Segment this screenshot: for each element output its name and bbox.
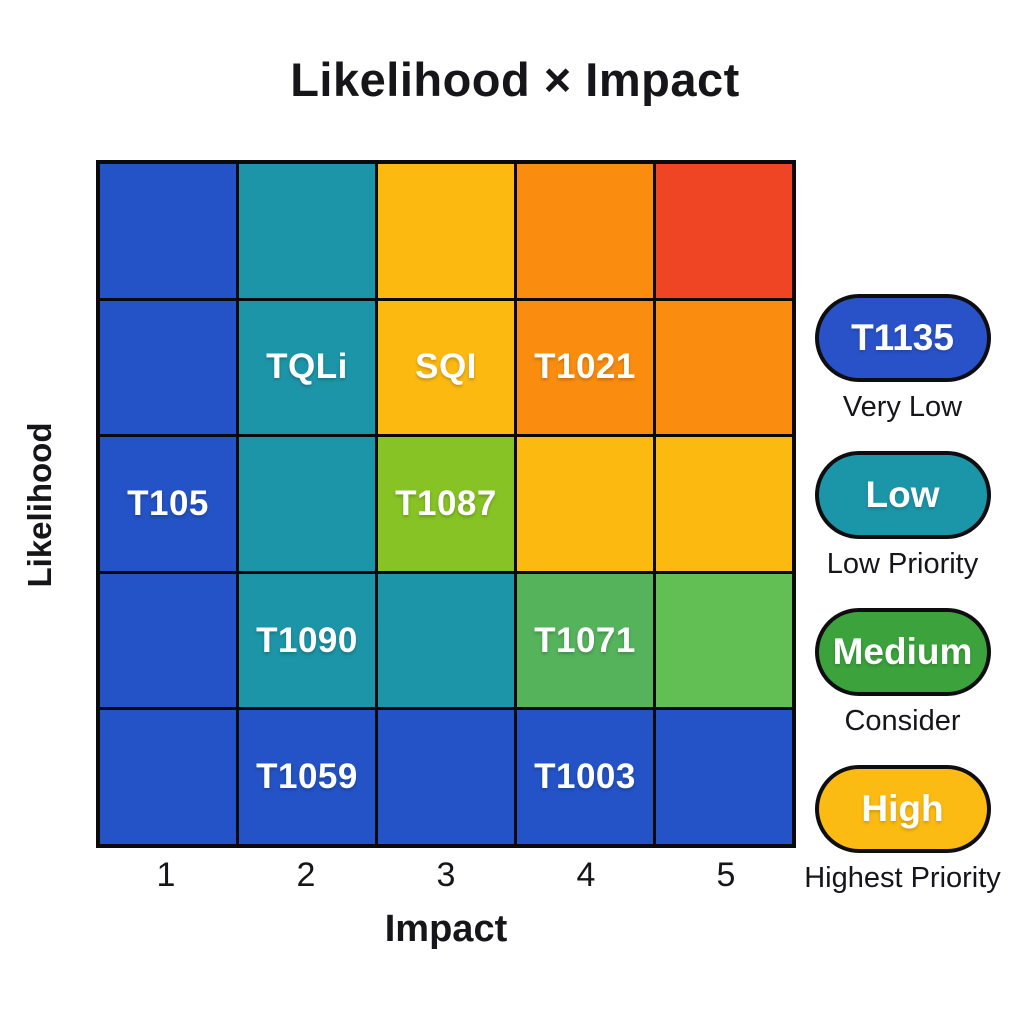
matrix-cell-L3-I5 xyxy=(656,437,792,571)
legend-item: T1135 Very Low xyxy=(814,294,991,424)
technique-label: T1087 xyxy=(395,483,497,523)
matrix-cell-L2-I5 xyxy=(656,573,792,708)
y-axis-label: Likelihood xyxy=(21,422,58,588)
x-tick-1: 1 xyxy=(156,856,176,894)
legend-caption: Very Low xyxy=(842,391,963,423)
matrix-cell-L5-I2 xyxy=(239,164,375,298)
x-tick-4: 4 xyxy=(576,856,596,894)
matrix-cell-L4-I2: TQLi xyxy=(239,300,375,435)
matrix-cell-L1-I5 xyxy=(656,710,792,844)
technique-label: T1059 xyxy=(256,757,358,797)
legend-item: Medium Consider xyxy=(814,608,991,738)
technique-label: T1090 xyxy=(256,620,358,660)
legend-pill-high: High xyxy=(814,765,991,853)
x-tick-3: 3 xyxy=(436,856,456,894)
matrix-cell-L1-I2: T1059 xyxy=(239,710,375,844)
matrix-grid: TQLi SQI T1021 T105 T1087 T1090 T1071 T1059 T100… xyxy=(96,160,796,848)
legend-item: High Highest Priority xyxy=(804,765,1001,895)
matrix-cell-L3-I4 xyxy=(517,437,653,571)
x-tick-5: 5 xyxy=(716,856,736,894)
matrix-cell-L5-I1 xyxy=(100,164,236,298)
technique-label: T105 xyxy=(127,483,209,523)
chart-title: Likelihood × Impact xyxy=(290,53,740,106)
matrix-cell-L5-I3 xyxy=(378,164,514,298)
technique-label: SQI xyxy=(415,347,477,387)
legend: T1135 Very Low Low Low Priority Medium Consid… xyxy=(800,294,1005,922)
technique-label: TQLi xyxy=(266,347,348,387)
legend-pill-medium: Medium xyxy=(814,608,991,696)
technique-label: T1003 xyxy=(534,757,636,797)
technique-label: T1071 xyxy=(534,620,636,660)
legend-item: Low Low Priority xyxy=(814,451,991,581)
technique-label: T1021 xyxy=(534,347,636,387)
x-tick-2: 2 xyxy=(296,856,316,894)
legend-caption: Consider xyxy=(844,705,961,737)
matrix-cell-L2-I3 xyxy=(378,573,514,708)
x-axis-ticks: 1 2 3 4 5 xyxy=(96,856,796,895)
matrix-cell-L2-I2: T1090 xyxy=(239,573,375,708)
matrix-cell-L5-I4 xyxy=(517,164,653,298)
matrix-cell-L2-I1 xyxy=(100,573,236,708)
legend-pill-t1135: T1135 xyxy=(814,294,991,382)
matrix-cell-L4-I1 xyxy=(100,300,236,435)
matrix-cell-L4-I5 xyxy=(656,300,792,435)
legend-caption: Highest Priority xyxy=(804,862,1001,894)
x-axis-label: Impact xyxy=(384,908,508,950)
matrix-cell-L4-I3: SQI xyxy=(378,300,514,435)
legend-pill-low: Low xyxy=(814,451,991,539)
matrix-cell-L3-I3: T1087 xyxy=(378,437,514,571)
matrix-cell-L4-I4: T1021 xyxy=(517,300,653,435)
matrix-cell-L3-I1: T105 xyxy=(100,437,236,571)
matrix-cell-L1-I4: T1003 xyxy=(517,710,653,844)
legend-caption: Low Priority xyxy=(826,548,979,580)
matrix-cell-L1-I1 xyxy=(100,710,236,844)
matrix-cell-L1-I3 xyxy=(378,710,514,844)
matrix-cell-L3-I2 xyxy=(239,437,375,571)
matrix-cell-L2-I4: T1071 xyxy=(517,573,653,708)
matrix-cell-L5-I5 xyxy=(656,164,792,298)
